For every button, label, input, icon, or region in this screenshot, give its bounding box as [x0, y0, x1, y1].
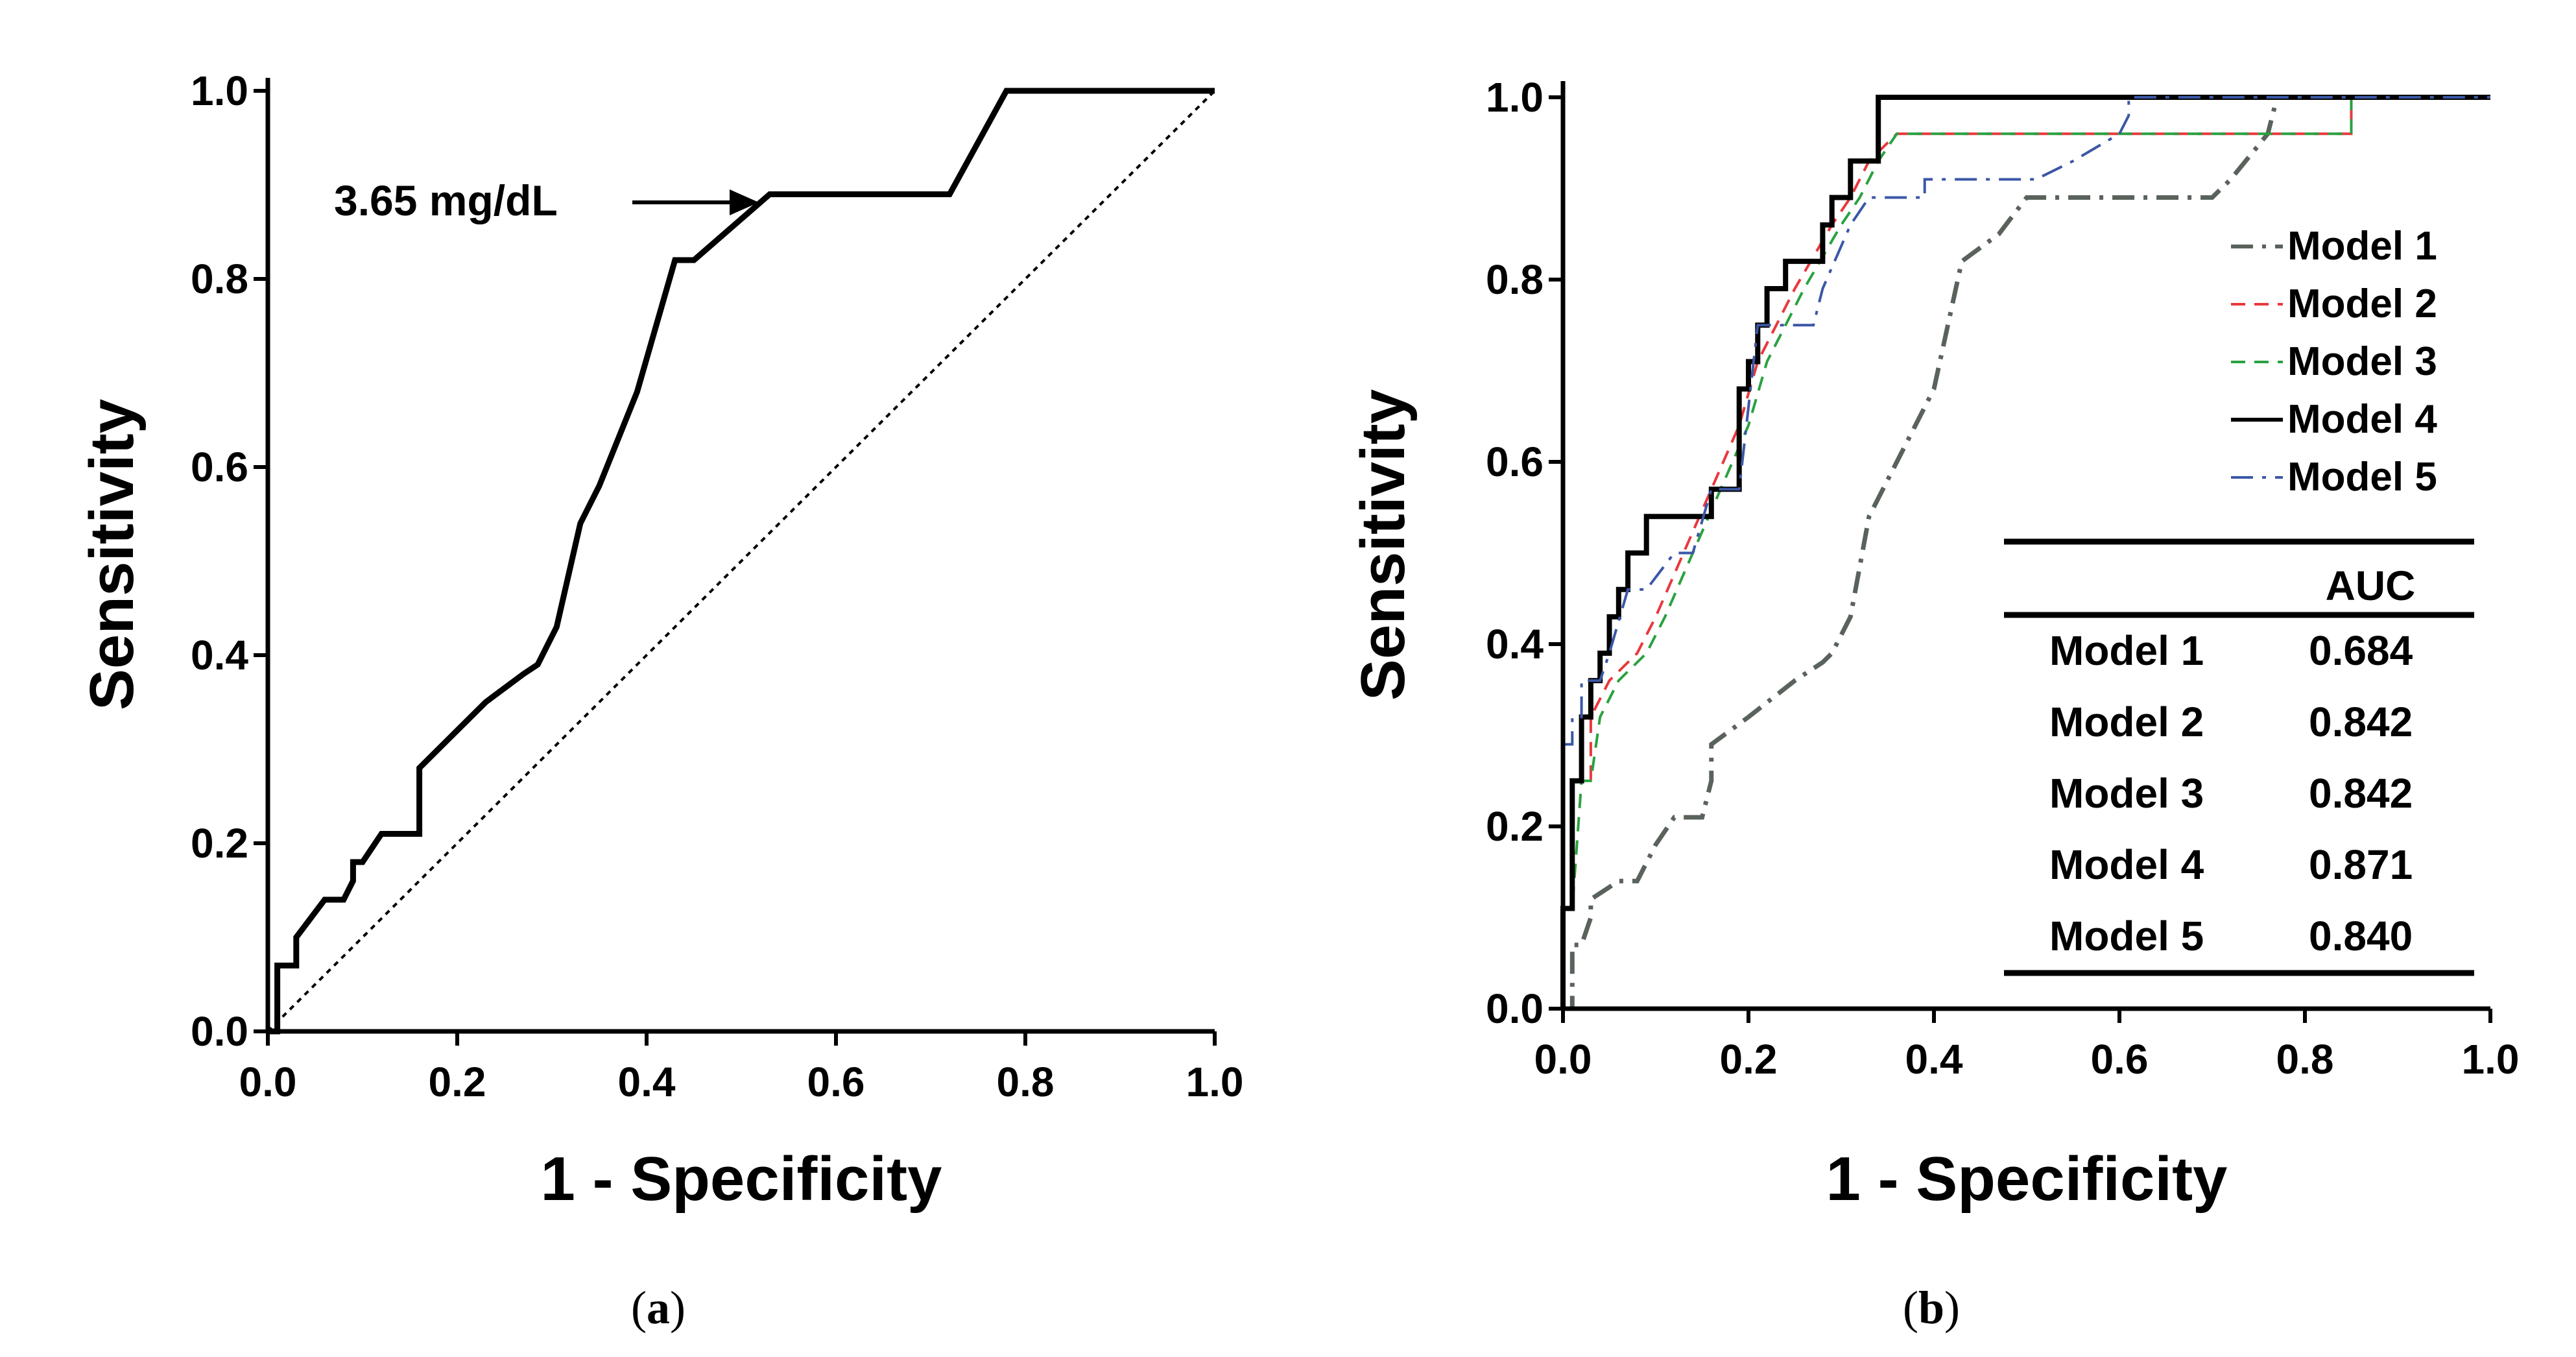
- y-tick-label: 0.2: [1486, 803, 1544, 850]
- legend-label-model-2: Model 2: [2287, 282, 2437, 326]
- panel-b-series: [1560, 95, 2490, 1011]
- panel-a: 0.0 0.2 0.4 0.6 0.8 1.0 0.0 0.2 0.4 0.6 0.8 1.0 1 …: [77, 67, 1243, 1334]
- y-tick-label: 0.6: [1486, 438, 1544, 485]
- y-tick-label: 0.8: [191, 256, 248, 302]
- panel-b-legend: Model 1 Model 2 Model 3 Model 4 Model 5: [2231, 224, 2437, 499]
- x-tick-label: 0.4: [1905, 1036, 1963, 1083]
- legend-label-model-1: Model 1: [2287, 224, 2437, 269]
- auc-row-value: 0.840: [2309, 913, 2413, 959]
- legend-label-model-3: Model 3: [2287, 339, 2437, 384]
- panel-a-y-axis-label: Sensitivity: [77, 399, 147, 710]
- caption-close-paren: ): [670, 1282, 686, 1334]
- x-tick-label: 0.0: [1534, 1036, 1592, 1083]
- auc-table: AUC Model 1 0.684 Model 2 0.842 Model 3 0.842…: [2004, 538, 2474, 976]
- series-model-1-line: [1563, 95, 2490, 1011]
- legend-label-model-4: Model 4: [2287, 397, 2437, 442]
- auc-row-model: Model 2: [2049, 699, 2204, 745]
- x-tick-label: 0.6: [807, 1059, 865, 1105]
- series-roc-line: [268, 88, 1215, 1035]
- panel-b: 0.0 0.2 0.4 0.6 0.8 1.0 0.0 0.2 0.4 0.6 0.8 1.0 1 …: [1348, 74, 2519, 1334]
- panel-b-y-axis-label: Sensitivity: [1348, 389, 1418, 701]
- panel-a-caption: (a): [631, 1282, 686, 1334]
- legend-label-model-5: Model 5: [2287, 455, 2437, 499]
- panel-b-caption: (b): [1903, 1282, 1960, 1334]
- auc-row-model: Model 3: [2049, 770, 2204, 817]
- y-tick-label: 1.0: [1486, 74, 1544, 121]
- y-tick-label: 0.0: [191, 1008, 248, 1055]
- auc-row-model: Model 1: [2049, 627, 2204, 674]
- y-tick-label: 0.6: [191, 444, 248, 490]
- x-tick-label: 0.6: [2091, 1036, 2149, 1083]
- auc-row-value: 0.842: [2309, 699, 2413, 745]
- x-tick-label: 1.0: [1186, 1059, 1244, 1105]
- panel-a-threshold-annotation: 3.65 mg/dL: [334, 176, 558, 224]
- series-model-3-line: [1562, 96, 2490, 1009]
- x-tick-label: 0.2: [429, 1059, 486, 1105]
- auc-table-rows: Model 1 0.684 Model 2 0.842 Model 3 0.842 Mode…: [2049, 627, 2413, 959]
- panel-b-x-axis-label: 1 - Specificity: [1826, 1144, 2228, 1214]
- x-tick-label: 0.2: [1720, 1036, 1778, 1083]
- series-reference-line: [267, 90, 1216, 1033]
- caption-close-paren: ): [1944, 1282, 1960, 1334]
- caption-letter: b: [1918, 1282, 1944, 1334]
- auc-table-header: AUC: [2326, 562, 2416, 609]
- y-tick-label: 0.2: [191, 820, 248, 867]
- x-tick-label: 0.0: [239, 1059, 297, 1105]
- panel-b-y-ticks: 0.0 0.2 0.4 0.6 0.8 1.0: [1486, 74, 1563, 1032]
- y-tick-label: 1.0: [191, 67, 248, 114]
- y-tick-label: 0.4: [191, 632, 248, 678]
- auc-row-model: Model 4: [2049, 841, 2204, 888]
- caption-open-paren: (: [631, 1282, 647, 1334]
- caption-letter: a: [647, 1282, 670, 1334]
- panel-a-x-ticks: 0.0 0.2 0.4 0.6 0.8 1.0: [239, 1031, 1244, 1105]
- x-tick-label: 0.4: [618, 1059, 676, 1105]
- panel-b-x-ticks: 0.0 0.2 0.4 0.6 0.8 1.0: [1534, 1009, 2520, 1083]
- x-tick-label: 0.8: [2276, 1036, 2334, 1083]
- y-tick-label: 0.0: [1486, 985, 1544, 1032]
- panel-a-x-axis-label: 1 - Specificity: [541, 1144, 942, 1214]
- annotation-arrow-icon: [632, 189, 759, 215]
- y-tick-label: 0.4: [1486, 621, 1544, 667]
- x-tick-label: 1.0: [2462, 1036, 2520, 1083]
- panel-a-y-ticks: 0.0 0.2 0.4 0.6 0.8 1.0: [191, 67, 268, 1055]
- auc-row-value: 0.842: [2309, 770, 2413, 817]
- y-tick-label: 0.8: [1486, 256, 1544, 303]
- panel-a-series: [267, 88, 1216, 1035]
- series-model-5-line: [1562, 96, 2490, 1009]
- auc-row-model: Model 5: [2049, 913, 2204, 959]
- x-tick-label: 0.8: [997, 1059, 1055, 1105]
- auc-row-value: 0.871: [2309, 841, 2413, 888]
- series-model-2-line: [1562, 96, 2490, 1009]
- auc-row-value: 0.684: [2309, 627, 2413, 674]
- caption-open-paren: (: [1903, 1282, 1918, 1334]
